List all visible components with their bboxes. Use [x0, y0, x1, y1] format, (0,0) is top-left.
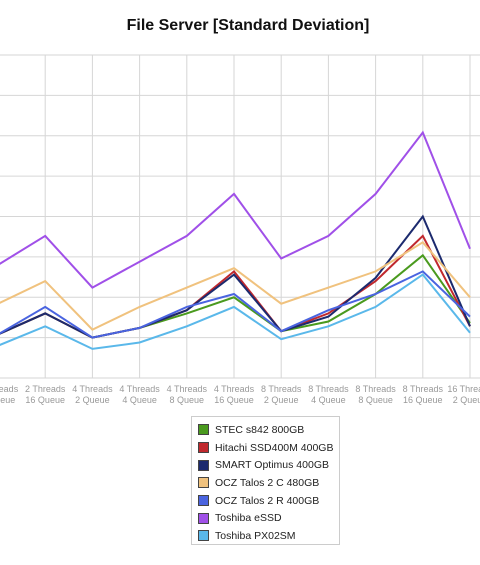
legend-swatch [198, 424, 209, 436]
x-tick-label: 8 Queue [358, 395, 393, 405]
legend-item[interactable]: OCZ Talos 2 R 400GB [192, 492, 339, 510]
x-tick-label: 2 Threads [25, 384, 66, 394]
x-tick-label: 4 Queue [122, 395, 157, 405]
legend-item[interactable]: SMART Optimus 400GB [192, 456, 339, 474]
x-tick-label: 4 Threads [72, 384, 113, 394]
x-tick-label: 2 Queue [453, 395, 480, 405]
x-tick-label: 16 Threads [447, 384, 480, 394]
legend-item[interactable]: OCZ Talos 2 C 480GB [192, 474, 339, 492]
legend-swatch [198, 512, 209, 524]
x-tick-label: 4 Threads [214, 384, 255, 394]
x-tick-label: 8 Threads [308, 384, 349, 394]
x-tick-label: 2 Threads [0, 384, 19, 394]
legend-swatch [198, 477, 209, 489]
series-line-3 [0, 214, 471, 339]
legend-label: SMART Optimus 400GB [215, 459, 329, 472]
legend-label: Toshiba PX02SM [215, 529, 296, 542]
x-tick-label: 8 Queue [0, 395, 15, 405]
legend-swatch [198, 495, 209, 507]
series-line-7 [0, 273, 471, 350]
x-tick-label: 8 Queue [170, 395, 205, 405]
legend-item[interactable]: STEC s842 800GB [192, 421, 339, 439]
x-tick-label: 16 Queue [214, 395, 254, 405]
legend-item[interactable]: Toshiba PX02SM [192, 527, 339, 545]
legend-item[interactable]: Toshiba eSSD [192, 509, 339, 527]
x-tick-label: 16 Queue [403, 395, 443, 405]
legend-swatch [198, 530, 209, 542]
chart-title: File Server [Standard Deviation] [126, 17, 370, 34]
x-tick-label: 8 Threads [355, 384, 396, 394]
legend-label: STEC s842 800GB [215, 423, 305, 436]
legend: STEC s842 800GB Hitachi SSD400M 400GB SMAR… [191, 416, 340, 545]
x-tick-label: 8 Threads [403, 384, 444, 394]
legend-label: Toshiba eSSD [215, 512, 282, 525]
legend-item[interactable]: Hitachi SSD400M 400GB [192, 439, 339, 457]
x-tick-label: 2 Queue [264, 395, 299, 405]
x-tick-label: 16 Queue [25, 395, 65, 405]
series-line-4 [0, 241, 471, 331]
x-tick-label: 4 Threads [167, 384, 208, 394]
legend-label: Hitachi SSD400M 400GB [215, 441, 334, 454]
legend-swatch [198, 459, 209, 471]
x-tick-label: 4 Threads [119, 384, 160, 394]
x-tick-label: 4 Queue [311, 395, 346, 405]
series-line-6 [0, 130, 471, 289]
x-tick-label: 8 Threads [261, 384, 302, 394]
legend-label: OCZ Talos 2 R 400GB [215, 494, 320, 507]
legend-label: OCZ Talos 2 C 480GB [215, 476, 320, 489]
series-line-5 [0, 270, 471, 339]
legend-swatch [198, 442, 209, 454]
x-tick-label: 2 Queue [75, 395, 110, 405]
